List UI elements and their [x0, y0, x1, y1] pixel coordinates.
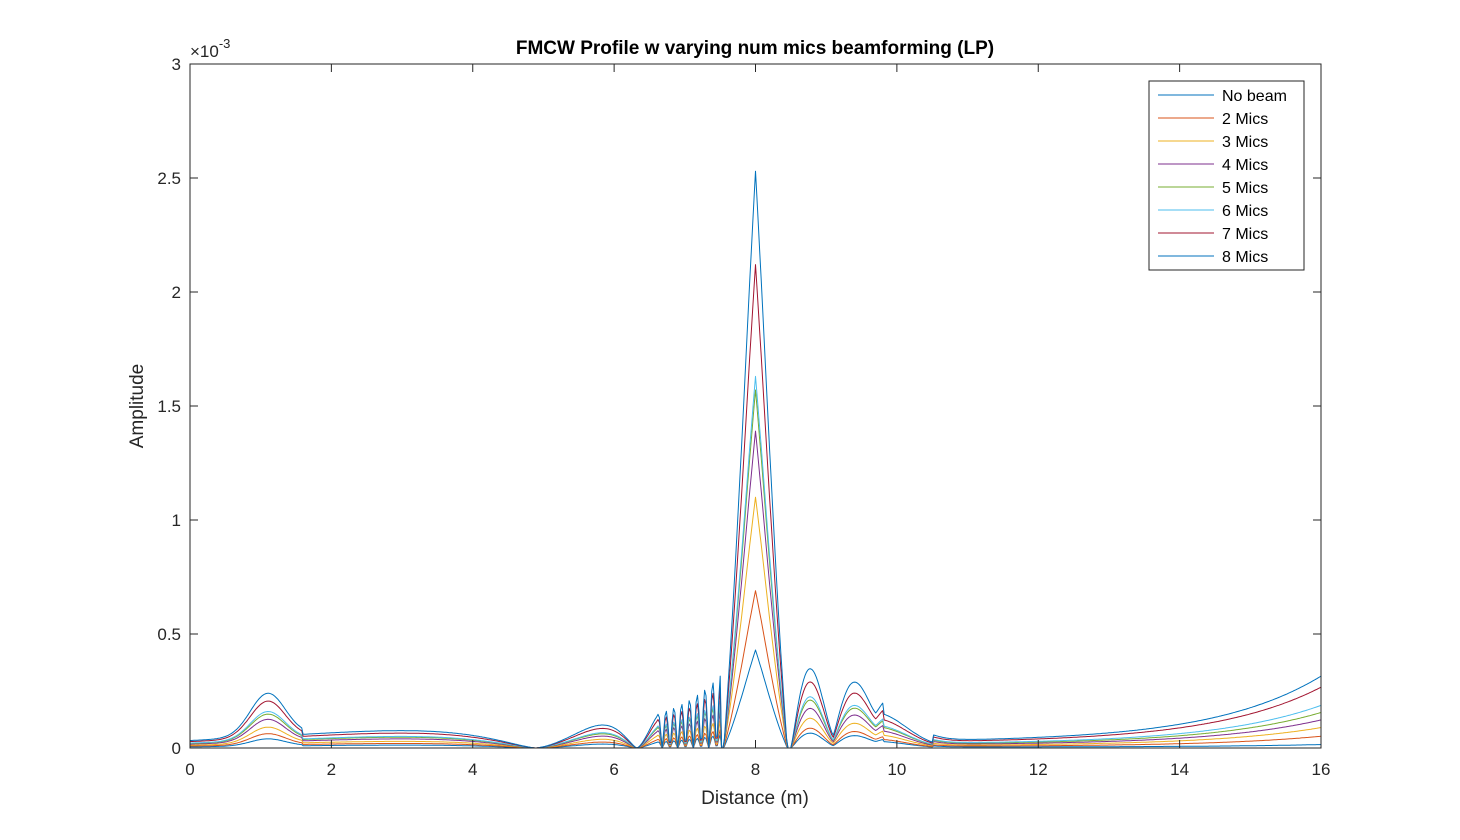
x-tick-label-8: 16: [1312, 760, 1331, 779]
x-tick-label-3: 6: [609, 760, 618, 779]
series-line-5: [189, 389, 1322, 749]
series-line-8: [190, 170, 1322, 749]
series-line-1: [189, 649, 1322, 749]
x-axis-title: Distance (m): [701, 788, 809, 809]
x-tick-label-2: 4: [468, 760, 477, 779]
exponent-power: -3: [219, 36, 231, 51]
legend-label-5: 5 Mics: [1222, 180, 1268, 197]
y-exponent-label: ×10-3: [190, 36, 230, 61]
y-tick-label-6: 3: [172, 55, 181, 74]
x-tick-label-5: 10: [887, 760, 906, 779]
y-tick-label-4: 2: [172, 283, 181, 302]
legend-label-4: 4 Mics: [1222, 157, 1268, 174]
y-tick-label-1: 0.5: [157, 625, 181, 644]
legend-label-7: 7 Mics: [1222, 226, 1268, 243]
x-tick-label-0: 0: [185, 760, 194, 779]
y-tick-label-0: 0: [172, 739, 181, 758]
exponent-base: ×10: [190, 42, 219, 61]
chart-title: FMCW Profile w varying num mics beamform…: [516, 38, 994, 59]
y-tick-label-3: 1.5: [157, 397, 181, 416]
x-tick-label-7: 14: [1170, 760, 1189, 779]
legend-label-6: 6 Mics: [1222, 203, 1268, 220]
legend-label-8: 8 Mics: [1222, 249, 1268, 266]
series-line-2: [190, 590, 1322, 749]
series-line-6: [190, 375, 1322, 749]
x-tick-label-4: 8: [751, 760, 760, 779]
series-layer: [189, 170, 1322, 749]
x-tick-label-1: 2: [327, 760, 336, 779]
y-axis: 0 0.5 1 1.5 2 2.5 3: [157, 55, 1321, 758]
series-line-7: [189, 264, 1322, 749]
y-tick-label-5: 2.5: [157, 169, 181, 188]
series-line-4: [190, 430, 1322, 749]
legend-label-1: No beam: [1222, 88, 1287, 105]
y-axis-title: Amplitude: [127, 364, 148, 449]
series-line-3: [189, 496, 1322, 749]
legend-label-3: 3 Mics: [1222, 134, 1268, 151]
x-tick-label-6: 12: [1029, 760, 1048, 779]
legend: No beam 2 Mics 3 Mics 4 Mics 5 Mics 6 Mics 7 M…: [1148, 80, 1305, 271]
legend-box: [1148, 80, 1305, 271]
legend-label-2: 2 Mics: [1222, 111, 1268, 128]
x-axis: 0 2 4 6 8 10 12 14 16: [185, 64, 1330, 779]
y-tick-label-2: 1: [172, 511, 181, 530]
